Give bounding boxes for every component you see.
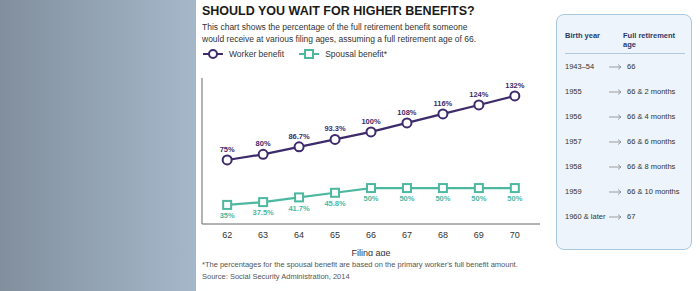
svg-text:50%: 50%	[471, 194, 486, 203]
svg-text:132%: 132%	[505, 81, 525, 90]
svg-text:116%: 116%	[434, 99, 453, 108]
html-text:1960 & later: 1960 & later	[565, 212, 606, 221]
html-text:1957: 1957	[565, 137, 582, 146]
svg-text:37.5%: 37.5%	[252, 208, 274, 217]
svg-text:70: 70	[510, 230, 520, 240]
svg-text:50%: 50%	[507, 194, 522, 203]
svg-text:63: 63	[258, 230, 268, 240]
html-text:67: 67	[627, 212, 636, 221]
html-text:*The percentages for the spous: *The percentages for the spousal benefit…	[202, 260, 518, 269]
html-text:Spousal benefit*: Spousal benefit*	[325, 49, 387, 59]
html-text:1958: 1958	[565, 162, 582, 171]
html-text:1956: 1956	[565, 112, 582, 121]
html-text:This chart shows the percentag: This chart shows the percentage of the f…	[202, 22, 476, 44]
html-text:1955: 1955	[565, 87, 582, 96]
svg-text:108%: 108%	[397, 108, 417, 117]
html-text:Full retirement age: Full retirement age	[623, 31, 676, 49]
svg-text:67: 67	[402, 230, 412, 240]
svg-text:68: 68	[438, 230, 448, 240]
svg-text:50%: 50%	[435, 194, 450, 203]
svg-text:50%: 50%	[399, 194, 414, 203]
svg-text:45.8%: 45.8%	[324, 199, 346, 208]
html-text:1943–54: 1943–54	[565, 62, 595, 71]
html-text:66: 66	[627, 62, 636, 71]
svg-text:65: 65	[330, 230, 340, 240]
html-text:1959: 1959	[565, 187, 582, 196]
html-text:Worker benefit: Worker benefit	[229, 49, 285, 59]
svg-text:86.7%: 86.7%	[288, 132, 310, 141]
html-text:66 & 10 months: 66 & 10 months	[627, 187, 680, 196]
svg-text:80%: 80%	[256, 139, 271, 148]
svg-text:93.3%: 93.3%	[324, 124, 346, 133]
svg-text:35%: 35%	[220, 211, 235, 220]
html-text:66 & 4 months: 66 & 4 months	[627, 112, 676, 121]
svg-text:66: 66	[366, 230, 376, 240]
html-text:66 & 6 months: 66 & 6 months	[627, 137, 676, 146]
svg-text:69: 69	[474, 230, 484, 240]
html-text:Source: Social Security Admini: Source: Social Security Administration, …	[202, 272, 350, 281]
svg-text:75%: 75%	[220, 145, 235, 154]
html-text:SHOULD YOU WAIT FOR HIGHER BEN: SHOULD YOU WAIT FOR HIGHER BENEFITS?	[202, 4, 475, 18]
svg-text:50%: 50%	[363, 194, 378, 203]
svg-text:124%: 124%	[469, 90, 489, 99]
html-text:66 & 8 months: 66 & 8 months	[627, 162, 676, 171]
html-text:66 & 2 months: 66 & 2 months	[627, 87, 676, 96]
svg-text:41.7%: 41.7%	[288, 204, 310, 213]
svg-text:100%: 100%	[361, 117, 381, 126]
svg-text:Filing age: Filing age	[351, 248, 390, 256]
svg-text:64: 64	[294, 230, 304, 240]
svg-text:62: 62	[222, 230, 232, 240]
html-text:Birth year: Birth year	[565, 31, 600, 40]
